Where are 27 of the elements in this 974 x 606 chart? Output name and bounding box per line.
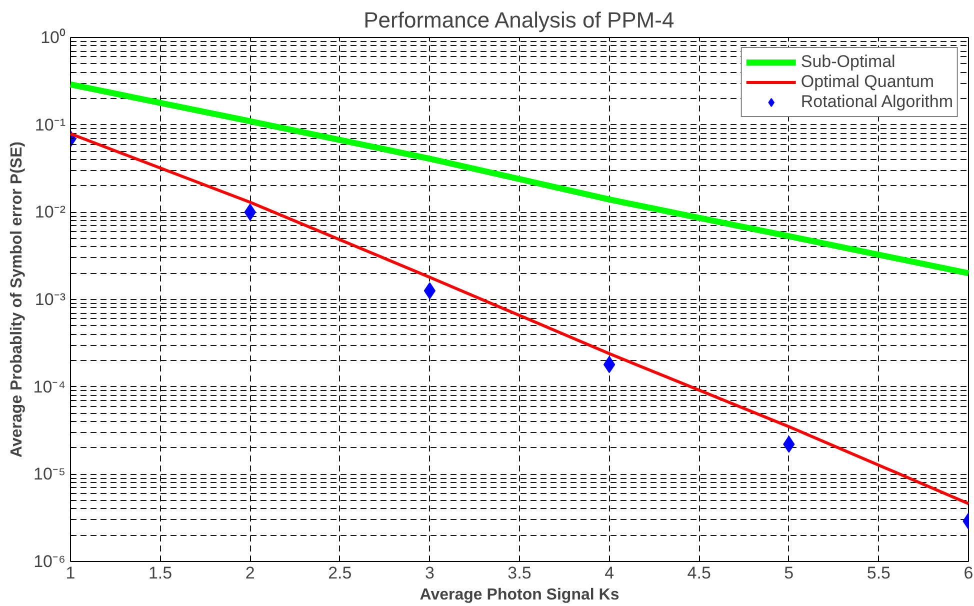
- legend-label: Rotational Algorithm: [800, 92, 953, 112]
- y-tick-label: 10⁻⁴: [33, 377, 66, 396]
- x-tick-label: 5.5: [866, 564, 891, 582]
- x-tick-label: 1: [66, 564, 76, 582]
- x-axis-title: Average Photon Signal Ks: [420, 586, 620, 604]
- x-tick-label: 2.5: [328, 564, 352, 582]
- x-tick-label: 5: [784, 564, 794, 582]
- x-tick-label: 3.5: [508, 564, 532, 582]
- legend-label: Optimal Quantum: [800, 72, 934, 92]
- y-tick-label: 10⁰: [40, 28, 66, 47]
- chart-title: Performance Analysis of PPM-4: [364, 8, 674, 32]
- y-tick-label: 10⁻³: [34, 290, 66, 309]
- x-tick-label: 1.5: [148, 564, 172, 582]
- y-axis-title: Average Probablity of Symbol error P(SE): [8, 142, 26, 458]
- legend-label: Sub-Optimal: [800, 52, 896, 72]
- y-tick-label: 10⁻⁶: [34, 552, 66, 571]
- point: [603, 356, 616, 374]
- x-tick-label: 4: [604, 564, 614, 582]
- x-tick-label: 2: [245, 564, 255, 582]
- y-tick-label: 10⁻⁵: [34, 464, 66, 484]
- x-tick-label: 4.5: [687, 564, 711, 582]
- y-tick-label: 10⁻²: [34, 202, 66, 222]
- line-series: [69, 132, 970, 506]
- y-tick-label: 10⁻¹: [34, 115, 66, 134]
- x-tick-label: 3: [424, 564, 434, 582]
- x-tick-label: 6: [964, 564, 974, 582]
- point: [424, 282, 436, 300]
